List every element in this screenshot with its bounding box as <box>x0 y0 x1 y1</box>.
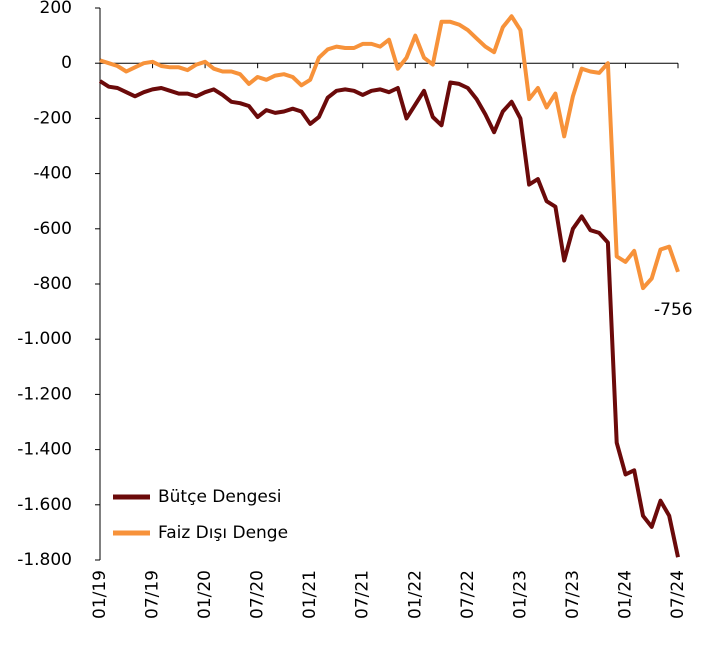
legend-label: Bütçe Dengesi <box>158 487 281 507</box>
x-tick-label: 07/19 <box>143 570 163 619</box>
x-tick-label: 07/22 <box>458 570 478 619</box>
y-tick-label: -1.800 <box>17 550 72 570</box>
x-tick-label: 01/19 <box>90 570 110 619</box>
x-tick-label: 01/22 <box>405 570 425 619</box>
y-tick-label: -1.600 <box>17 495 72 515</box>
x-tick-label: 01/21 <box>300 570 320 619</box>
x-tick-label: 07/24 <box>668 570 688 619</box>
x-tick-label: 07/21 <box>353 570 373 619</box>
y-tick-label: -200 <box>33 108 72 128</box>
x-tick-label: 01/24 <box>615 570 635 619</box>
y-tick-label: -800 <box>33 274 72 294</box>
legend-label: Faiz Dışı Denge <box>158 523 288 543</box>
y-tick-label: -400 <box>33 164 72 184</box>
series-line <box>98 79 680 558</box>
x-tick-label: 07/20 <box>248 570 268 619</box>
x-tick-label: 01/23 <box>510 570 530 619</box>
y-tick-label: -1.400 <box>17 440 72 460</box>
y-tick-label: -1.000 <box>17 329 72 349</box>
y-tick-label: -600 <box>33 219 72 239</box>
data-label: -756 <box>654 300 693 320</box>
y-tick-label: 200 <box>40 0 72 18</box>
y-tick-label: 0 <box>61 53 72 73</box>
y-tick-label: -1.200 <box>17 384 72 404</box>
x-tick-label: 01/20 <box>195 570 215 619</box>
x-tick-label: 07/23 <box>563 570 583 619</box>
series-line <box>99 14 680 291</box>
